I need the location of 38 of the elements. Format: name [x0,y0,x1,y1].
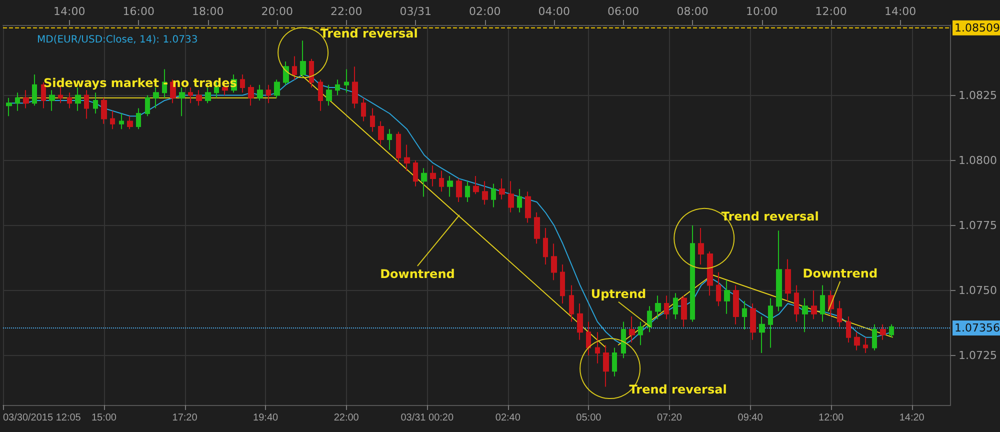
x-tick-label: 15:00 [91,412,117,424]
x2-tick-label: 16:00 [122,5,154,18]
x-tick-label: 17:20 [172,412,198,424]
x-tick-label: 07:20 [656,412,682,424]
annotation: Downtrend [802,266,878,280]
x-tick-label: 03/31 00:20 [400,412,454,424]
x2-tick-label: 12:00 [815,5,847,18]
x2-tick-label: 14:00 [884,5,916,18]
y-tick-label: 1.0750 [958,284,998,297]
x2-tick-label: 06:00 [607,5,640,18]
ref-line-label: 1.07356 [954,321,1000,334]
ref-line-label: 1.08509 [954,21,1000,34]
annotation: Uptrend [590,286,646,301]
x2-tick-label: 10:00 [746,5,778,18]
x2-tick-label: 02:00 [468,5,501,18]
text: MD(EUR/USD:Close, 14): 1.0733 [37,34,198,46]
x2-tick-label: 03/31 [400,5,432,18]
x2-tick-label: 08:00 [676,5,708,18]
annotation: Trend reversal [629,382,727,397]
x2-tick-label: 22:00 [330,5,362,18]
x-tick-label: 02:40 [495,412,521,424]
y-tick-label: 1.0775 [958,218,998,232]
x2-tick-label: 04:00 [538,5,570,18]
y-tick-label: 1.0825 [958,88,998,102]
x2-tick-label: 18:00 [192,5,224,18]
x-tick-label: 22:00 [334,412,360,424]
x-tick-label: 12:00 [818,412,844,424]
x-tick-label: 09:40 [738,412,764,424]
x2-tick-label: 14:00 [54,5,86,18]
x-tick-label: 03/30/2015 12:05 [3,412,82,424]
x-tick-label: 14:20 [899,412,925,424]
annotation: Trend reversal [320,26,418,41]
y-tick-label: 1.0725 [958,349,998,362]
x2-tick-label: 20:00 [261,5,293,18]
y-tick-label: 1.0800 [958,154,998,167]
x-tick-label: 05:00 [576,412,602,424]
annotation: Downtrend [380,267,455,281]
x-tick-label: 19:40 [253,412,279,424]
